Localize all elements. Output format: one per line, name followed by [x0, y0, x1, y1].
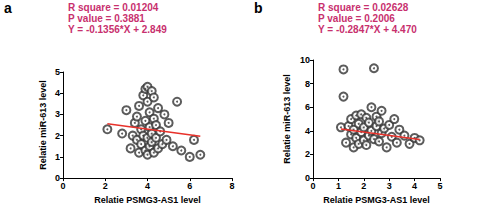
svg-text:R square = 0.01204: R square = 0.01204 — [68, 2, 159, 13]
svg-text:P value = 0.2006: P value = 0.2006 — [318, 13, 395, 24]
svg-text:2: 2 — [55, 131, 60, 141]
svg-text:0: 0 — [55, 173, 60, 183]
svg-text:8: 8 — [229, 181, 234, 191]
svg-text:8: 8 — [305, 79, 310, 89]
svg-text:Y = -0.1356*X + 2.849: Y = -0.1356*X + 2.849 — [68, 24, 167, 35]
svg-text:4: 4 — [145, 181, 150, 191]
svg-text:Y = -0.2847*X + 4.470: Y = -0.2847*X + 4.470 — [318, 24, 417, 35]
svg-text:1: 1 — [55, 152, 60, 162]
svg-text:R square = 0.02628: R square = 0.02628 — [318, 2, 409, 13]
svg-text:0: 0 — [305, 173, 310, 183]
svg-text:2: 2 — [361, 181, 366, 191]
svg-text:3: 3 — [55, 109, 60, 119]
svg-text:4: 4 — [305, 126, 310, 136]
svg-text:5: 5 — [437, 181, 442, 191]
svg-text:Relatie PSMG3-AS1 level: Relatie PSMG3-AS1 level — [323, 195, 430, 205]
svg-text:1: 1 — [336, 181, 341, 191]
svg-text:Relatie PSMG3-AS1 level: Relatie PSMG3-AS1 level — [94, 195, 201, 205]
svg-text:10: 10 — [300, 55, 310, 65]
svg-text:6: 6 — [187, 181, 192, 191]
svg-text:P value = 0.3881: P value = 0.3881 — [68, 13, 145, 24]
svg-text:5: 5 — [55, 67, 60, 77]
svg-text:2: 2 — [103, 181, 108, 191]
svg-text:b: b — [254, 0, 263, 16]
svg-text:6: 6 — [305, 102, 310, 112]
svg-text:0: 0 — [310, 181, 315, 191]
svg-text:4: 4 — [412, 181, 417, 191]
svg-text:4: 4 — [55, 88, 60, 98]
svg-text:0: 0 — [60, 181, 65, 191]
svg-text:Relatie miR-613 level: Relatie miR-613 level — [282, 74, 292, 164]
svg-text:a: a — [4, 0, 12, 16]
svg-text:2: 2 — [305, 149, 310, 159]
svg-text:3: 3 — [387, 181, 392, 191]
svg-text:Relatie miR-613 level: Relatie miR-613 level — [38, 80, 48, 170]
